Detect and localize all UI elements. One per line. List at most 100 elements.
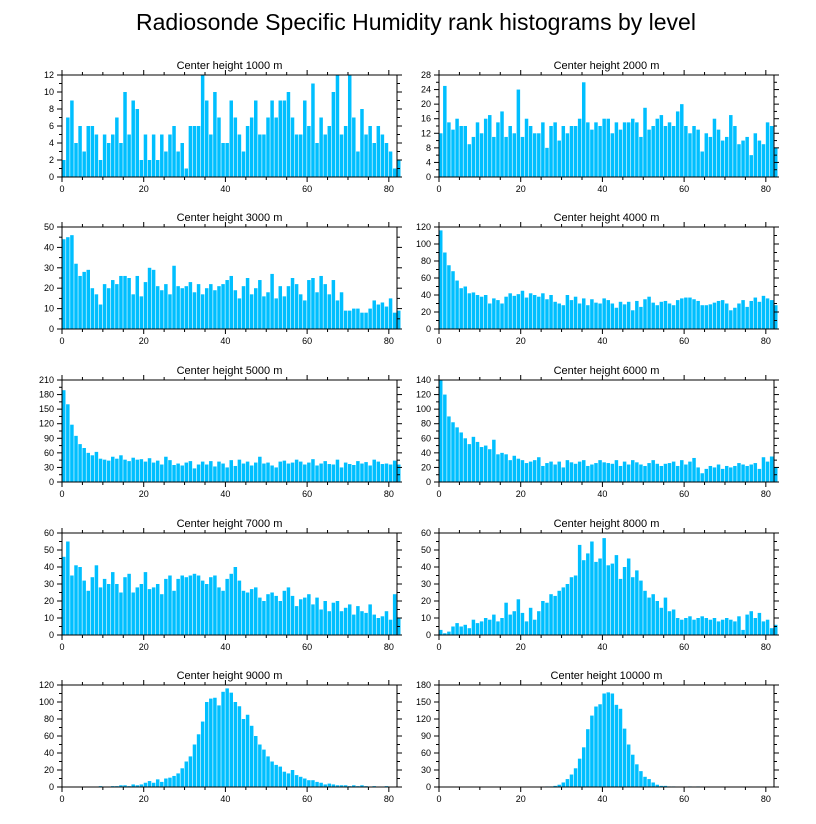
histogram-bar — [70, 235, 74, 329]
histogram-bar — [160, 134, 164, 177]
panel-title: Center height 5000 m — [177, 365, 283, 377]
histogram-bar — [388, 619, 393, 635]
histogram-bar — [651, 782, 655, 787]
histogram-bar — [209, 461, 213, 482]
histogram-bar — [512, 611, 517, 635]
histogram-bar — [680, 460, 684, 482]
histogram-bar — [298, 134, 303, 177]
histogram-bar — [733, 126, 737, 177]
histogram-bar — [451, 129, 455, 177]
histogram-bar — [573, 463, 578, 482]
histogram-panel-5: Center height 5000 m 0 30 60 90 120 150 180 210 0… — [39, 365, 402, 499]
histogram-bar — [561, 587, 566, 635]
histogram-bar — [614, 704, 619, 787]
histogram-bar — [98, 304, 103, 329]
histogram-bar — [135, 275, 140, 329]
panel-title: Center height 4000 m — [554, 212, 660, 224]
histogram-bar — [160, 464, 164, 482]
x-tick-label: 40 — [220, 794, 230, 804]
histogram-bar — [753, 618, 758, 635]
panel-title: Center height 7000 m — [177, 518, 283, 530]
histogram-bar — [164, 578, 168, 635]
histogram-bar — [258, 456, 262, 482]
histogram-bar — [98, 458, 103, 482]
y-tick-label: 10 — [44, 613, 54, 623]
histogram-bar — [106, 288, 111, 329]
histogram-bar — [635, 570, 639, 635]
histogram-bar — [192, 292, 197, 329]
y-tick-label: 4 — [426, 157, 431, 167]
x-tick-label: 60 — [679, 642, 689, 652]
histogram-bar — [360, 785, 364, 787]
histogram-bar — [209, 577, 213, 635]
histogram-bar — [262, 296, 266, 329]
histogram-bar — [659, 301, 664, 329]
histogram-bar — [384, 463, 389, 482]
histogram-bar — [549, 594, 553, 635]
histogram-bar — [372, 300, 376, 329]
histogram-bar — [643, 107, 647, 177]
histogram-bar — [311, 780, 315, 787]
histogram-bar — [392, 168, 397, 177]
histogram-bar — [455, 427, 459, 482]
histogram-bar — [364, 462, 368, 482]
histogram-bar — [368, 465, 372, 482]
histogram-bar — [343, 607, 348, 635]
histogram-bar — [475, 623, 480, 635]
histogram-bar — [155, 779, 160, 787]
y-tick-label: 0 — [426, 477, 431, 487]
y-tick-label: 140 — [416, 375, 431, 385]
histogram-bar — [614, 122, 619, 177]
histogram-bar — [204, 584, 209, 635]
histogram-bar — [447, 416, 451, 482]
x-tick-label: 40 — [220, 184, 230, 194]
y-tick-label: 100 — [39, 697, 54, 707]
histogram-bar — [143, 282, 148, 329]
histogram-bar — [541, 465, 545, 482]
x-tick-label: 20 — [139, 642, 149, 652]
histogram-bar — [520, 612, 525, 635]
histogram-bar — [631, 118, 635, 177]
histogram-bar — [680, 298, 684, 329]
x-tick-label: 80 — [761, 489, 771, 499]
histogram-bar — [757, 301, 762, 329]
y-tick-label: 0 — [426, 172, 431, 182]
x-tick-label: 0 — [59, 794, 64, 804]
histogram-bar — [254, 100, 258, 177]
histogram-bar — [447, 631, 451, 635]
histogram-bar — [700, 151, 704, 177]
histogram-bar — [319, 463, 323, 482]
histogram-bar — [753, 463, 758, 482]
histogram-bar — [618, 129, 623, 177]
x-tick-label: 60 — [679, 489, 689, 499]
histogram-bar — [463, 624, 467, 635]
histogram-bar — [684, 618, 688, 635]
histogram-bar — [602, 693, 606, 787]
histogram-bar — [569, 774, 574, 787]
histogram-bar — [254, 587, 258, 635]
histogram-bar — [229, 573, 233, 635]
histogram-bar — [160, 594, 164, 635]
histogram-bar — [139, 784, 144, 787]
y-tick-label: 100 — [416, 404, 431, 414]
histogram-bar — [618, 578, 623, 635]
histogram-bar — [606, 118, 610, 177]
histogram-bar — [180, 768, 184, 787]
histogram-bar — [331, 92, 336, 177]
histogram-bar — [258, 280, 262, 329]
histogram-bar — [209, 134, 213, 177]
histogram-bar — [541, 293, 545, 329]
histogram-bar — [639, 306, 643, 329]
histogram-bar — [139, 459, 144, 482]
x-tick-label: 60 — [302, 642, 312, 652]
histogram-bar — [347, 464, 352, 482]
histogram-bar — [180, 465, 184, 482]
y-tick-label: 6 — [49, 121, 54, 131]
histogram-bar — [115, 284, 119, 329]
histogram-bar — [774, 624, 778, 635]
histogram-bar — [443, 252, 447, 329]
histogram-bar — [266, 594, 270, 635]
histogram-bar — [671, 305, 676, 329]
histogram-bar — [151, 782, 156, 787]
x-tick-label: 20 — [516, 184, 526, 194]
